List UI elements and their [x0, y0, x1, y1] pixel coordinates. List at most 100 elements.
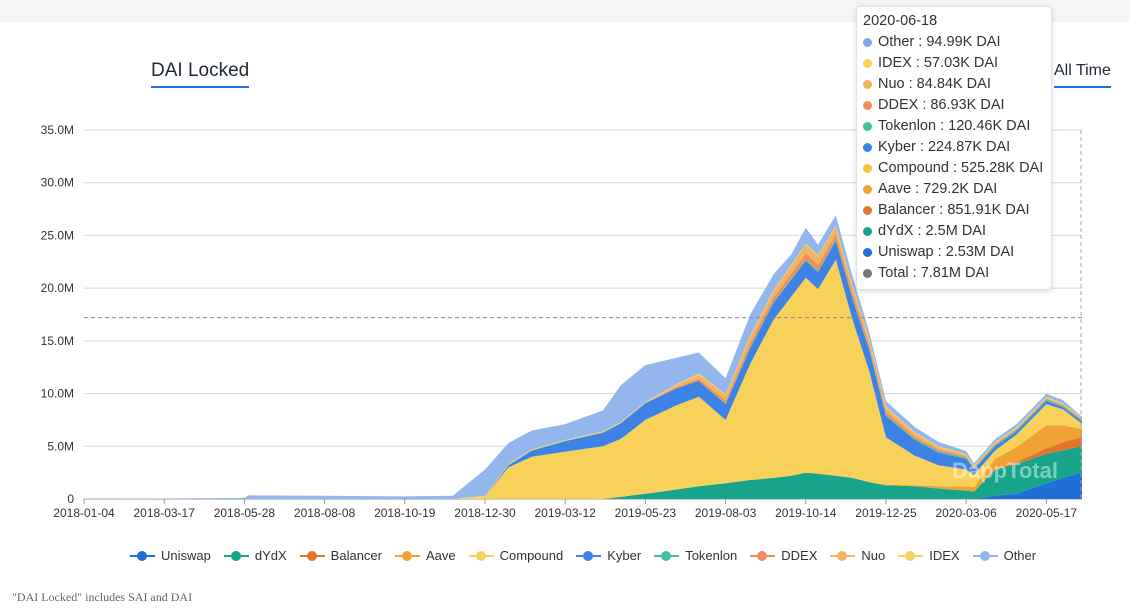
tooltip-row-label: Nuo : 84.84K DAI	[878, 76, 991, 92]
series-dot-icon	[863, 142, 872, 152]
time-range-selector[interactable]: All Time	[1054, 62, 1111, 88]
series-dot-icon	[863, 205, 872, 215]
legend-label: IDEX	[929, 548, 960, 563]
legend-marker-icon	[468, 550, 494, 562]
y-tick-label: 5.0M	[47, 439, 74, 453]
series-dot-icon	[863, 37, 872, 47]
x-tick-label: 2018-03-17	[134, 506, 196, 520]
series-dot-icon	[863, 184, 872, 194]
tooltip-row: Other : 94.99K DAI	[863, 34, 1001, 50]
area-dydx	[84, 446, 1082, 499]
legend-item-ddex[interactable]: DDEX	[750, 548, 817, 563]
legend-marker-icon	[130, 550, 155, 562]
tooltip-row-label: Total : 7.81M DAI	[878, 265, 990, 281]
tooltip-row: Compound : 525.28K DAI	[863, 160, 1043, 176]
y-tick-label: 15.0M	[41, 334, 74, 348]
chart-legend: Uniswap dYdX Balancer Aave Compound Kyber Toke…	[130, 548, 1049, 563]
legend-label: Uniswap	[161, 548, 211, 563]
tooltip-row-label: Tokenlon : 120.46K DAI	[878, 118, 1031, 134]
legend-item-aave[interactable]: Aave	[394, 548, 456, 563]
x-tick-label: 2020-05-17	[1016, 506, 1078, 520]
y-tick-label: 20.0M	[41, 281, 74, 295]
legend-item-idex[interactable]: IDEX	[898, 548, 960, 563]
x-tick-label: 2019-05-23	[615, 506, 677, 520]
tooltip-row-label: DDEX : 86.93K DAI	[878, 97, 1005, 113]
legend-label: Tokenlon	[685, 548, 738, 563]
series-dot-icon	[863, 226, 872, 236]
tooltip-row: Kyber : 224.87K DAI	[863, 139, 1010, 155]
tooltip-row: Nuo : 84.84K DAI	[863, 76, 991, 92]
legend-item-nuo[interactable]: Nuo	[830, 548, 885, 563]
series-dot-icon	[863, 100, 872, 110]
top-bar	[0, 0, 1130, 22]
series-dot-icon	[863, 58, 872, 68]
watermark: DappTotal	[952, 458, 1058, 483]
legend-label: Balancer	[330, 548, 382, 563]
legend-label: Other	[1003, 548, 1037, 563]
legend-item-other[interactable]: Other	[972, 548, 1037, 563]
tooltip-row: Uniswap : 2.53M DAI	[863, 244, 1014, 260]
area-kyber	[84, 240, 1082, 499]
legend-marker-icon	[830, 550, 856, 562]
legend-item-compound[interactable]: Compound	[468, 548, 564, 563]
legend-marker-icon	[299, 550, 325, 562]
series-dot-icon	[863, 268, 872, 278]
legend-label: Kyber	[607, 548, 642, 563]
series-dot-icon	[863, 121, 872, 131]
legend-item-uniswap[interactable]: Uniswap	[130, 548, 211, 563]
tooltip-row: Balancer : 851.91K DAI	[863, 202, 1030, 218]
legend-label: Aave	[425, 548, 456, 563]
tooltip-row-label: Other : 94.99K DAI	[878, 34, 1001, 50]
legend-label: DDEX	[781, 548, 818, 563]
legend-marker-icon	[972, 550, 998, 562]
legend-label: dYdX	[254, 548, 287, 563]
tooltip-row: Tokenlon : 120.46K DAI	[863, 118, 1030, 134]
chart-title: DAI Locked	[151, 60, 250, 88]
series-dot-icon	[863, 247, 872, 257]
tooltip-row: Aave : 729.2K DAI	[863, 181, 997, 197]
x-tick-label: 2018-05-28	[214, 506, 276, 520]
legend-label: Compound	[499, 548, 564, 563]
series-dot-icon	[863, 79, 872, 89]
y-tick-label: 0	[67, 492, 74, 506]
legend-marker-icon	[394, 550, 420, 562]
y-tick-label: 25.0M	[41, 228, 74, 242]
y-tick-label: 30.0M	[41, 176, 74, 190]
tooltip-row-label: Aave : 729.2K DAI	[878, 181, 998, 197]
tooltip-row-label: Balancer : 851.91K DAI	[878, 202, 1030, 218]
tooltip-row-label: Compound : 525.28K DAI	[878, 160, 1044, 176]
tooltip-row-label: Uniswap : 2.53M DAI	[878, 244, 1015, 260]
footnote: "DAI Locked" includes SAI and DAI	[12, 590, 193, 604]
legend-item-balancer[interactable]: Balancer	[299, 548, 382, 563]
x-tick-label: 2018-08-08	[294, 506, 356, 520]
legend-item-kyber[interactable]: Kyber	[576, 548, 641, 563]
x-tick-label: 2019-03-12	[534, 506, 596, 520]
tooltip-row-label: Kyber : 224.87K DAI	[878, 139, 1011, 155]
legend-marker-icon	[223, 550, 249, 562]
series-dot-icon	[863, 163, 872, 173]
legend-marker-icon	[898, 550, 924, 562]
legend-item-dydx[interactable]: dYdX	[223, 548, 287, 563]
tooltip-row: IDEX : 57.03K DAI	[863, 55, 998, 71]
tooltip-row: DDEX : 86.93K DAI	[863, 97, 1005, 113]
axes: 0 5.0M 10.0M 15.0M 20.0M 25.0M 30.0M 35.0M 2018-…	[41, 123, 1082, 520]
tooltip-row: dYdX : 2.5M DAI	[863, 223, 986, 239]
y-tick-label: 10.0M	[41, 387, 74, 401]
x-tick-label: 2018-12-30	[454, 506, 516, 520]
x-tick-label: 2019-12-25	[855, 506, 917, 520]
x-tick-label: 2019-08-03	[695, 506, 757, 520]
tooltip-row-label: dYdX : 2.5M DAI	[878, 223, 986, 239]
x-tick-label: 2018-01-04	[53, 506, 115, 520]
y-tick-label: 35.0M	[41, 123, 74, 137]
series-areas	[84, 215, 1082, 500]
area-compound	[84, 259, 1082, 499]
tooltip-row: Total : 7.81M DAI	[863, 265, 989, 281]
x-tick-label: 2019-10-14	[775, 506, 837, 520]
x-tick-label: 2018-10-19	[374, 506, 436, 520]
legend-marker-icon	[654, 550, 680, 562]
legend-item-tokenlon[interactable]: Tokenlon	[654, 548, 737, 563]
legend-label: Nuo	[861, 548, 886, 563]
tooltip-row-label: IDEX : 57.03K DAI	[878, 55, 999, 71]
x-tick-label: 2020-03-06	[935, 506, 997, 520]
data-tooltip: 2020-06-18 Other : 94.99K DAI IDEX : 57.0…	[856, 6, 1052, 290]
